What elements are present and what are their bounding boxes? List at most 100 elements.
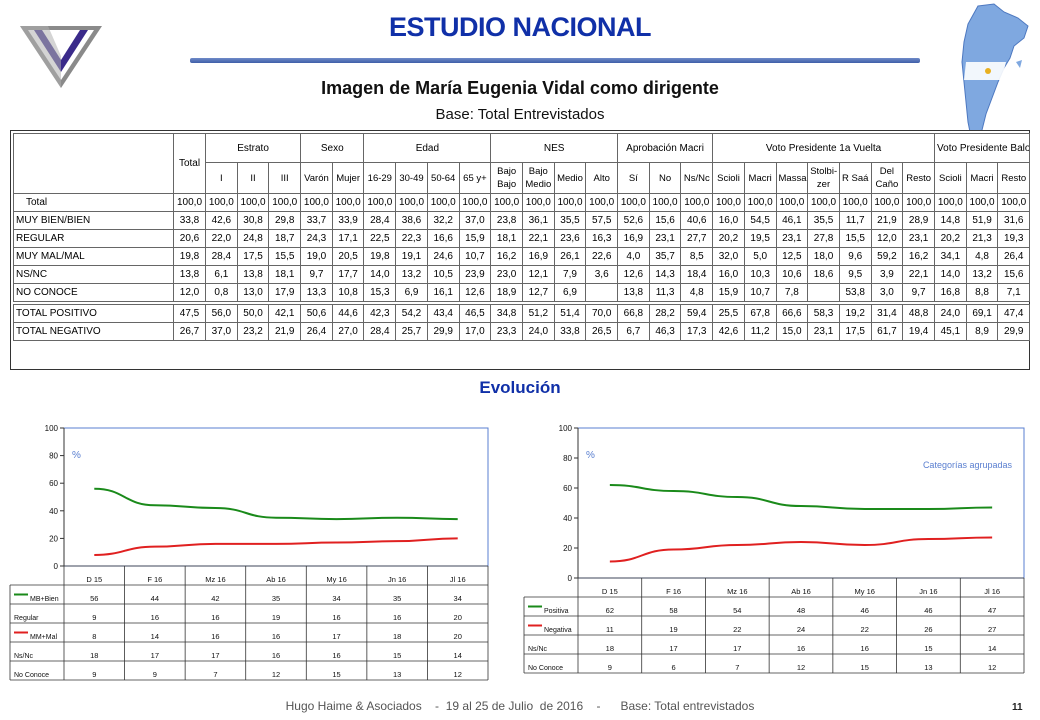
- table-cell: 56,0: [205, 304, 238, 323]
- table-cell: 33,9: [331, 211, 365, 230]
- table-cell: 31,4: [870, 304, 904, 323]
- table-cell: 17,1: [331, 229, 365, 248]
- table-cell: 58,3: [807, 304, 840, 323]
- x-tick-label: Ab 16: [791, 587, 811, 596]
- data-value: 26: [924, 625, 932, 634]
- table-cell: 35,7: [648, 247, 682, 266]
- table-cell: 26,7: [173, 322, 206, 341]
- x-tick-label: Mz 16: [727, 587, 747, 596]
- data-value: 20: [454, 632, 462, 641]
- data-value: 56: [90, 594, 98, 603]
- table-row: NO CONOCE 12,0 0,8 13,0 17,9 13,3 10,8 15,3 6,9 1…: [13, 283, 1031, 302]
- header-group: Sexo: [300, 133, 365, 163]
- table-cell: 51,2: [521, 304, 555, 323]
- table-cell: 45,1: [934, 322, 967, 341]
- header-group: Edad: [363, 133, 492, 163]
- data-value: 27: [988, 625, 996, 634]
- table-cell: 15,6: [648, 211, 682, 230]
- table-cell: 11,3: [648, 283, 682, 302]
- data-value: 15: [861, 663, 869, 672]
- header-column: Bajo Medio: [521, 162, 555, 194]
- table-cell: 13,2: [965, 265, 999, 284]
- table-cell: 13,0: [236, 283, 270, 302]
- table-cell: 15,5: [838, 229, 872, 248]
- table-cell: 11,7: [838, 211, 872, 230]
- table-cell: 12,5: [775, 247, 809, 266]
- data-value: 48: [797, 606, 805, 615]
- table-cell: 100,0: [838, 193, 872, 212]
- table-cell: 34,1: [934, 247, 967, 266]
- table-cell: 19,1: [395, 247, 428, 266]
- data-value: 18: [90, 651, 98, 660]
- table-cell: 9,7: [902, 283, 936, 302]
- table-cell: 18,0: [807, 247, 840, 266]
- data-value: 35: [393, 594, 401, 603]
- table-cell: 29,9: [997, 322, 1031, 341]
- table-cell: 17,7: [331, 265, 365, 284]
- base-label: Base: Total Entrevistados: [435, 106, 605, 123]
- table-cell: 22,5: [363, 229, 397, 248]
- table-row: TOTAL NEGATIVO 26,7 37,0 23,2 21,9 26,4 27,0 28…: [13, 322, 1031, 341]
- legend-label: Negativa: [544, 627, 572, 634]
- footer-text: Hugo Haime & Asociados - 19 al 25 de Jul…: [285, 699, 755, 713]
- header-column: I: [205, 162, 238, 194]
- x-tick-label: D 15: [602, 587, 618, 596]
- table-cell: 100,0: [680, 193, 714, 212]
- x-tick-label: Jn 16: [919, 587, 937, 596]
- table-cell: 4,8: [965, 247, 999, 266]
- header-column: R Saá: [838, 162, 872, 194]
- data-value: 34: [332, 594, 340, 603]
- table-cell: 17,3: [680, 322, 714, 341]
- table-cell: 8,8: [965, 283, 999, 302]
- table-cell: 19,4: [902, 322, 936, 341]
- data-value: 17: [669, 644, 677, 653]
- y-tick-label: 0: [54, 562, 59, 571]
- x-tick-label: My 16: [854, 587, 874, 596]
- table-cell: 24,8: [236, 229, 270, 248]
- data-value: 12: [272, 670, 280, 679]
- table-row: Total 100,0 100,0 100,0 100,0 100,0 100,0 100,0…: [13, 193, 1031, 212]
- y-tick-label: 0: [568, 574, 573, 583]
- header-column: Sí: [617, 162, 650, 194]
- table-cell: 23,6: [553, 229, 587, 248]
- table-cell: 46,5: [458, 304, 492, 323]
- header-column: Macri: [743, 162, 777, 194]
- legend-label: MM+Mal: [30, 634, 57, 641]
- x-tick-label: Jl 16: [450, 575, 466, 584]
- x-tick-label: F 16: [147, 575, 162, 584]
- table-cell: 28,4: [205, 247, 238, 266]
- evolution-title: Evolución: [479, 378, 561, 397]
- table-cell: 12,0: [173, 283, 206, 302]
- y-tick-label: 40: [49, 507, 58, 516]
- table-cell: 23,0: [490, 265, 523, 284]
- table-cell: 13,2: [395, 265, 428, 284]
- data-value: 17: [151, 651, 159, 660]
- data-value: 9: [92, 613, 96, 622]
- table-cell: 16,8: [934, 283, 967, 302]
- title-divider: [190, 58, 920, 63]
- table-cell: 100,0: [236, 193, 270, 212]
- table-cell: 32,0: [712, 247, 745, 266]
- table-cell: 22,1: [902, 265, 936, 284]
- table-row: TOTAL POSITIVO 47,5 56,0 50,0 42,1 50,6 44,6 42…: [13, 304, 1031, 323]
- header-blank: [13, 133, 174, 194]
- legend-label: MB+Bien: [30, 596, 59, 603]
- row-label: Total: [13, 193, 174, 212]
- table-cell: 37,0: [205, 322, 238, 341]
- table-cell: 51,4: [553, 304, 587, 323]
- table-cell: 14,0: [363, 265, 397, 284]
- data-value: 12: [454, 670, 462, 679]
- table-cell: 100,0: [268, 193, 302, 212]
- table-cell: 16,2: [490, 247, 523, 266]
- row-label: MUY BIEN/BIEN: [13, 211, 174, 230]
- table-cell: 27,8: [807, 229, 840, 248]
- table-cell: 23,9: [458, 265, 492, 284]
- table-cell: 18,7: [268, 229, 302, 248]
- series-line: [609, 484, 993, 510]
- table-cell: 23,1: [807, 322, 840, 341]
- x-tick-label: My 16: [326, 575, 346, 584]
- y-tick-label: 80: [49, 452, 58, 461]
- table-cell: 42,1: [268, 304, 302, 323]
- data-value: 18: [393, 632, 401, 641]
- plot-area: [577, 427, 1025, 579]
